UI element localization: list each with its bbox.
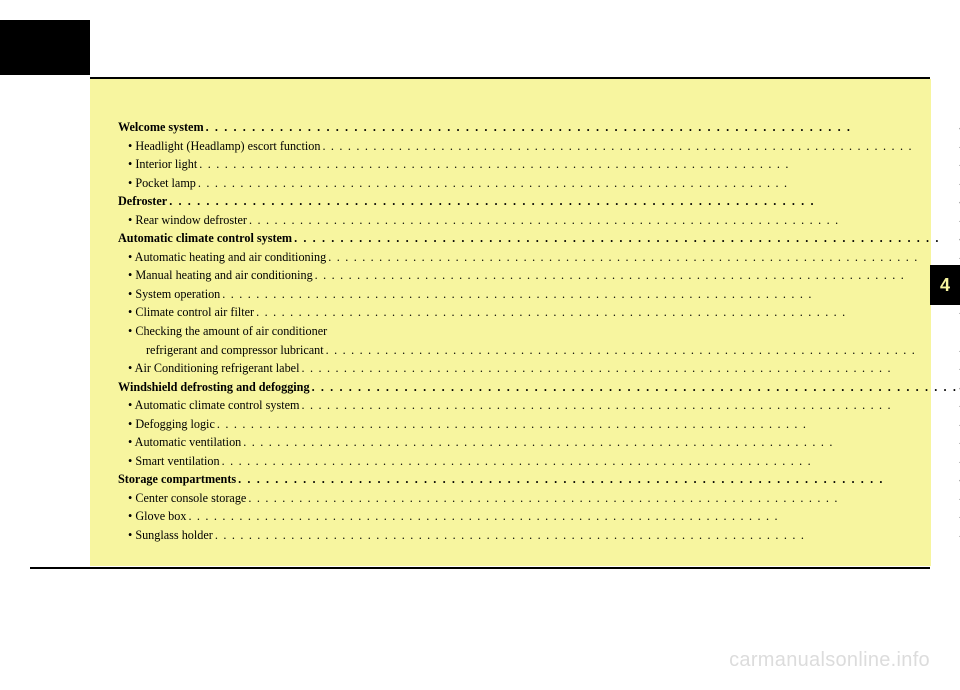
toc-label: • Center console storage — [128, 489, 246, 508]
toc-item: • System operation . . . . . . . . . . .… — [118, 285, 960, 304]
toc-item: • Air Conditioning refrigerant label . .… — [118, 359, 960, 378]
toc-label: • Sunglass holder — [128, 526, 213, 545]
toc-label: • Air Conditioning refrigerant label — [128, 359, 299, 378]
toc-section: Automatic climate control system . . . .… — [118, 229, 960, 248]
toc-leader: . . . . . . . . . . . . . . . . . . . . … — [236, 470, 959, 489]
toc-label: • Automatic heating and air conditioning — [128, 248, 326, 267]
toc-leader: . . . . . . . . . . . . . . . . . . . . … — [196, 174, 960, 193]
toc-leader: . . . . . . . . . . . . . . . . . . . . … — [326, 248, 959, 267]
toc-label: • Automatic ventilation — [128, 433, 241, 452]
toc-label: • Climate control air filter — [128, 303, 254, 322]
toc-leader: . . . . . . . . . . . . . . . . . . . . … — [220, 285, 959, 304]
toc-leader: . . . . . . . . . . . . . . . . . . . . … — [220, 452, 960, 471]
toc-item: • Automatic ventilation . . . . . . . . … — [118, 433, 960, 452]
toc-leader: . . . . . . . . . . . . . . . . . . . . … — [213, 526, 960, 545]
toc-label: • Manual heating and air conditioning — [128, 266, 313, 285]
watermark: carmanualsonline.info — [729, 649, 930, 672]
toc-label: • Interior light — [128, 155, 197, 174]
toc-item: • Interior light . . . . . . . . . . . .… — [118, 155, 960, 174]
toc-leader: . . . . . . . . . . . . . . . . . . . . … — [310, 378, 960, 397]
toc-label: • Defogging logic — [128, 415, 215, 434]
toc-item: • Climate control air filter . . . . . .… — [118, 303, 960, 322]
toc-item: • Center console storage . . . . . . . .… — [118, 489, 960, 508]
toc-leader: . . . . . . . . . . . . . . . . . . . . … — [246, 489, 959, 508]
toc-item: • Smart ventilation . . . . . . . . . . … — [118, 452, 960, 471]
toc-item: • Headlight (Headlamp) escort function .… — [118, 137, 960, 156]
toc-label: Welcome system — [118, 118, 204, 137]
toc-label: • Rear window defroster — [128, 211, 247, 230]
toc-leader: . . . . . . . . . . . . . . . . . . . . … — [292, 229, 959, 248]
toc-left-column: Welcome system . . . . . . . . . . . . .… — [118, 118, 960, 545]
toc-label: Storage compartments — [118, 470, 236, 489]
toc-label: Automatic climate control system — [118, 229, 292, 248]
toc-item: • Defogging logic . . . . . . . . . . . … — [118, 415, 960, 434]
toc-label: refrigerant and compressor lubricant — [146, 341, 324, 360]
toc-section: Windshield defrosting and defogging . . … — [118, 378, 960, 397]
toc-content: Welcome system . . . . . . . . . . . . .… — [118, 118, 905, 545]
toc-section: Welcome system . . . . . . . . . . . . .… — [118, 118, 960, 137]
toc-leader: . . . . . . . . . . . . . . . . . . . . … — [241, 433, 959, 452]
toc-leader: . . . . . . . . . . . . . . . . . . . . … — [299, 396, 959, 415]
bottom-rule — [30, 567, 930, 569]
toc-leader: . . . . . . . . . . . . . . . . . . . . … — [186, 507, 959, 526]
toc-leader: . . . . . . . . . . . . . . . . . . . . … — [313, 266, 960, 285]
toc-label: • Pocket lamp — [128, 174, 196, 193]
toc-item: • Pocket lamp . . . . . . . . . . . . . … — [118, 174, 960, 193]
toc-label: Windshield defrosting and defogging — [118, 378, 310, 397]
toc-section: Defroster . . . . . . . . . . . . . . . … — [118, 192, 960, 211]
toc-label: • Headlight (Headlamp) escort function — [128, 137, 320, 156]
toc-item: refrigerant and compressor lubricant . .… — [118, 341, 960, 360]
toc-section: Storage compartments . . . . . . . . . .… — [118, 470, 960, 489]
toc-leader: . . . . . . . . . . . . . . . . . . . . … — [320, 137, 959, 156]
toc-label: • System operation — [128, 285, 220, 304]
toc-item: • Checking the amount of air conditioner — [118, 322, 960, 341]
toc-item: • Automatic climate control system . . .… — [118, 396, 960, 415]
toc-item: • Manual heating and air conditioning . … — [118, 266, 960, 285]
toc-leader: . . . . . . . . . . . . . . . . . . . . … — [215, 415, 960, 434]
toc-label: • Glove box — [128, 507, 186, 526]
toc-leader: . . . . . . . . . . . . . . . . . . . . … — [247, 211, 959, 230]
toc-leader: . . . . . . . . . . . . . . . . . . . . … — [204, 118, 960, 137]
toc-label: • Smart ventilation — [128, 452, 220, 471]
toc-label: • Automatic climate control system — [128, 396, 299, 415]
toc-leader: . . . . . . . . . . . . . . . . . . . . … — [299, 359, 959, 378]
toc-item: • Automatic heating and air conditioning… — [118, 248, 960, 267]
toc-item: • Sunglass holder . . . . . . . . . . . … — [118, 526, 960, 545]
corner-tab — [0, 20, 90, 75]
toc-item: • Rear window defroster . . . . . . . . … — [118, 211, 960, 230]
toc-leader: . . . . . . . . . . . . . . . . . . . . … — [167, 192, 959, 211]
toc-item: • Glove box . . . . . . . . . . . . . . … — [118, 507, 960, 526]
toc-leader: . . . . . . . . . . . . . . . . . . . . … — [254, 303, 959, 322]
toc-label: • Checking the amount of air conditioner — [128, 322, 327, 341]
toc-leader: . . . . . . . . . . . . . . . . . . . . … — [197, 155, 959, 174]
toc-label: Defroster — [118, 192, 167, 211]
toc-leader: . . . . . . . . . . . . . . . . . . . . … — [324, 341, 960, 360]
